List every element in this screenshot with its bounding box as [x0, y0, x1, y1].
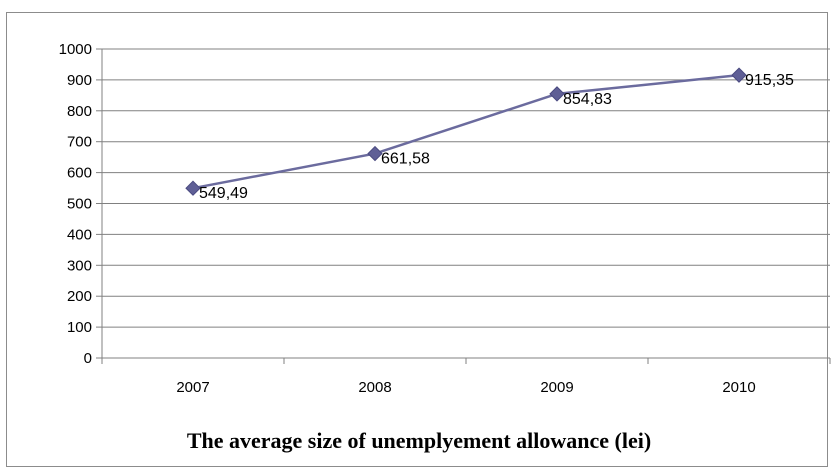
y-tick-label: 300 — [67, 257, 92, 274]
x-tick-label: 2007 — [176, 379, 209, 396]
data-label: 549,49 — [199, 185, 248, 202]
y-tick-label: 500 — [67, 196, 92, 213]
y-tick-label: 700 — [67, 134, 92, 151]
chart-frame — [6, 12, 828, 467]
data-point-marker — [367, 145, 383, 162]
data-point-marker — [731, 67, 747, 83]
x-tick-label: 2008 — [358, 379, 391, 396]
y-tick-label: 800 — [67, 103, 92, 120]
y-tick-label: 100 — [67, 319, 92, 336]
chart-title: The average size of unemplyement allowan… — [186, 428, 652, 453]
data-label: 915,35 — [745, 72, 794, 89]
y-tick-label: 400 — [67, 226, 92, 243]
y-tick-label: 0 — [84, 350, 92, 367]
series-line — [192, 73, 740, 190]
x-tick-label: 2010 — [722, 379, 755, 396]
data-label: 661,58 — [381, 151, 430, 168]
data-point-marker — [549, 86, 565, 102]
y-tick-label: 200 — [67, 288, 92, 305]
y-tick-label: 900 — [67, 72, 92, 89]
x-tick-label: 2009 — [540, 379, 573, 396]
y-tick-label: 600 — [67, 165, 92, 182]
data-label: 854,83 — [563, 91, 612, 108]
data-point-marker — [185, 180, 201, 196]
y-tick-label: 1000 — [59, 41, 92, 58]
